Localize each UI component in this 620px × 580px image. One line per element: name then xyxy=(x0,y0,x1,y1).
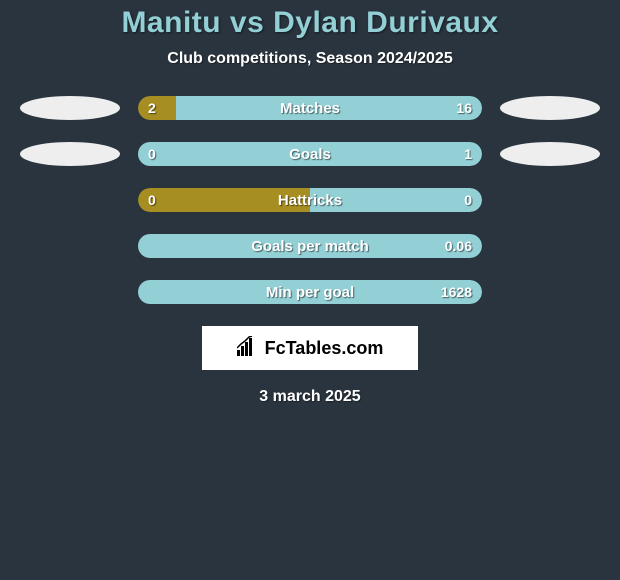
stat-row: 00Hattricks xyxy=(0,188,620,212)
stat-right-value: 0 xyxy=(464,188,472,212)
stat-bar: 216Matches xyxy=(138,96,482,120)
stat-bar: 1628Min per goal xyxy=(138,280,482,304)
footer-date: 3 march 2025 xyxy=(0,388,620,406)
right-badge-slot xyxy=(497,142,603,166)
bar-right-fill xyxy=(176,96,482,120)
stat-row: 01Goals xyxy=(0,142,620,166)
player-right-badge xyxy=(500,96,600,120)
left-badge-slot xyxy=(17,142,123,166)
stat-left-value: 2 xyxy=(148,96,156,120)
stat-right-value: 0.06 xyxy=(445,234,472,258)
stat-rows: 216Matches01Goals00Hattricks0.06Goals pe… xyxy=(0,96,620,304)
bar-left-fill xyxy=(138,188,310,212)
bar-right-fill xyxy=(138,280,482,304)
left-badge-slot xyxy=(17,96,123,120)
bar-right-fill xyxy=(138,234,482,258)
branding-text: FcTables.com xyxy=(265,338,384,359)
stat-right-value: 1628 xyxy=(441,280,472,304)
stat-bar: 00Hattricks xyxy=(138,188,482,212)
stat-left-value: 0 xyxy=(148,188,156,212)
stat-right-value: 1 xyxy=(464,142,472,166)
stat-row: 216Matches xyxy=(0,96,620,120)
chart-icon xyxy=(237,336,259,361)
player-right-badge xyxy=(500,142,600,166)
right-badge-slot xyxy=(497,96,603,120)
bar-left-fill xyxy=(138,96,176,120)
page-title: Manitu vs Dylan Durivaux xyxy=(0,6,620,40)
bar-right-fill xyxy=(138,142,482,166)
stat-row: 1628Min per goal xyxy=(0,280,620,304)
stat-right-value: 16 xyxy=(456,96,472,120)
stat-left-value: 0 xyxy=(148,142,156,166)
branding-box: FcTables.com xyxy=(202,326,418,370)
stat-row: 0.06Goals per match xyxy=(0,234,620,258)
stats-container: Manitu vs Dylan Durivaux Club competitio… xyxy=(0,0,620,406)
player-left-badge xyxy=(20,142,120,166)
player-left-badge xyxy=(20,96,120,120)
stat-bar: 0.06Goals per match xyxy=(138,234,482,258)
bar-right-fill xyxy=(310,188,482,212)
page-subtitle: Club competitions, Season 2024/2025 xyxy=(0,50,620,68)
stat-bar: 01Goals xyxy=(138,142,482,166)
